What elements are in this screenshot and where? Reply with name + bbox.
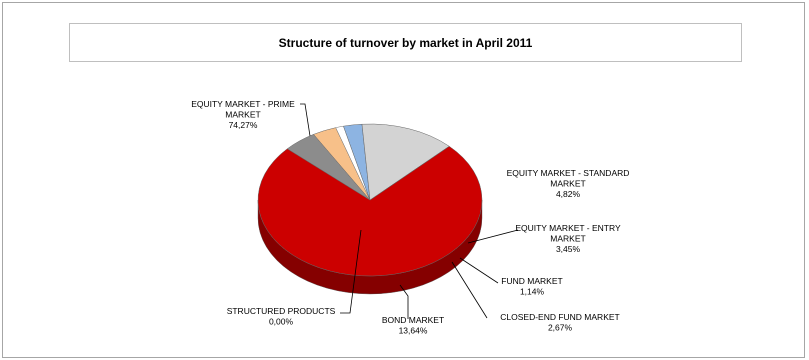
slice-name-label: EQUITY MARKET - PRIME (191, 99, 295, 109)
slice-value-label: 74,27% (229, 120, 258, 130)
slice-name-label: CLOSED-END FUND MARKET (500, 312, 619, 322)
slice-value-label: 1,14% (520, 287, 545, 297)
pie-labels: EQUITY MARKET - PRIMEMARKET74,27%EQUITY … (191, 99, 629, 336)
slice-name-label: FUND MARKET (501, 276, 562, 286)
slice-name-label: MARKET (550, 234, 585, 244)
chart-title-box: Structure of turnover by market in April… (69, 23, 742, 62)
slice-value-label: 4,82% (556, 189, 581, 199)
label-leader-line (300, 103, 311, 137)
pie-slice (369, 146, 450, 201)
slice-name-label: MARKET (225, 110, 260, 120)
slice-value-label: 3,45% (556, 244, 581, 254)
pie-tops (257, 123, 483, 277)
pie-slice (257, 145, 483, 277)
chart-title: Structure of turnover by market in April… (278, 35, 533, 50)
slice-name-label: STRUCTURED PRODUCTS (227, 306, 336, 316)
pie-slice (361, 123, 450, 201)
label-leader-line (451, 261, 488, 319)
label-leader-line (399, 284, 409, 319)
label-leader-line (467, 229, 519, 244)
label-leader-line (459, 257, 499, 284)
slice-name-label: EQUITY MARKET - ENTRY (515, 223, 621, 233)
label-leader-line (340, 229, 362, 314)
slice-value-label: 0,00% (269, 317, 294, 327)
slice-name-label: EQUITY MARKET - STANDARD (507, 168, 630, 178)
slice-name-label: MARKET (550, 179, 585, 189)
slice-value-label: 2,67% (548, 323, 573, 333)
slice-value-label: 13,64% (399, 326, 428, 336)
slice-name-label: BOND MARKET (382, 315, 444, 325)
